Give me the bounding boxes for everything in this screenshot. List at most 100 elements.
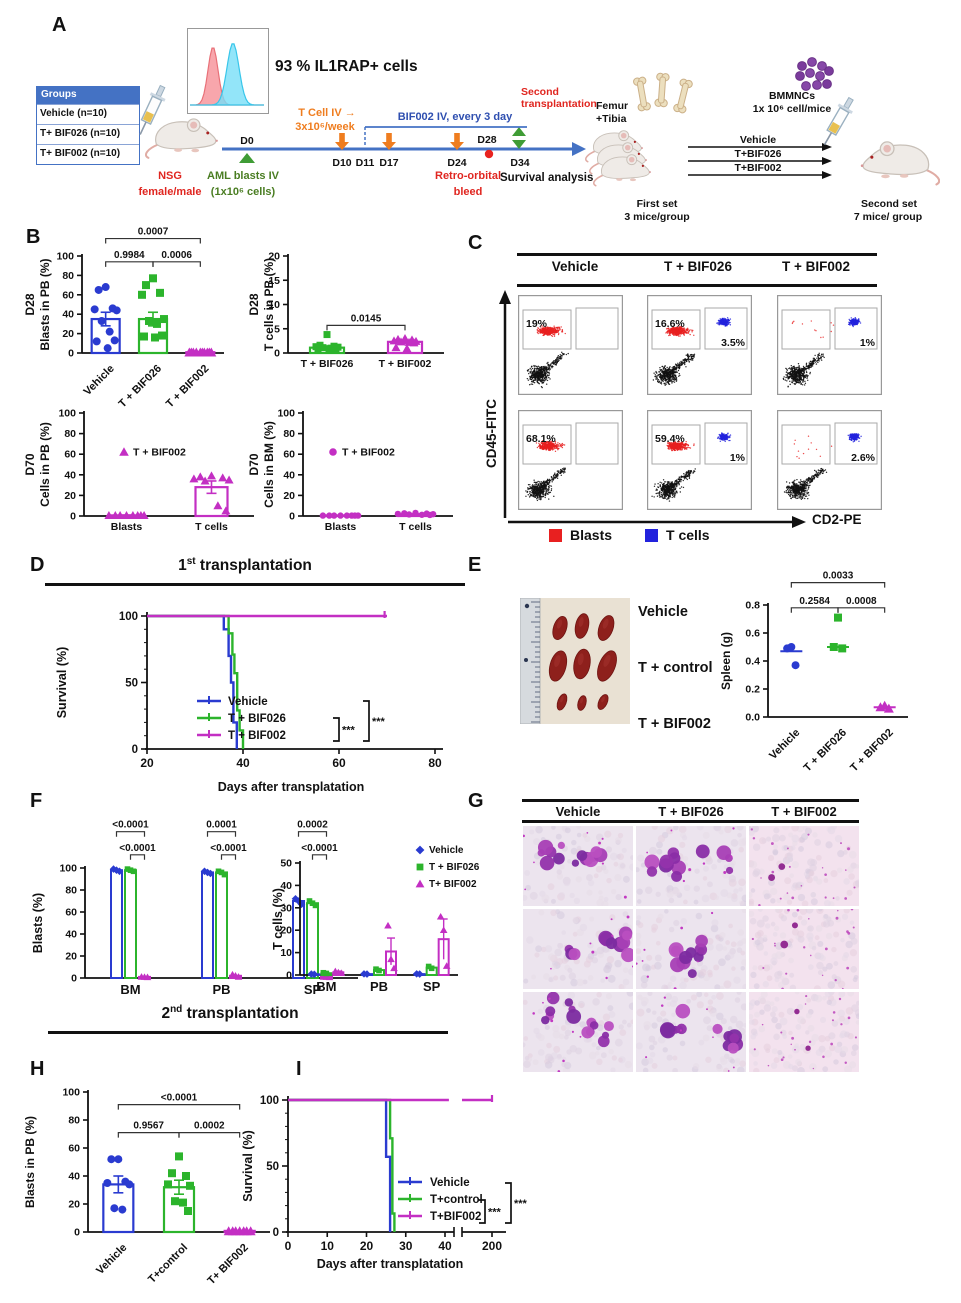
group-row-bif002: T+ BIF002 (n=10) <box>37 144 139 164</box>
svg-text:Blasts: Blasts <box>111 521 143 533</box>
title-2: 2 <box>161 1005 171 1023</box>
chart-spleen-weight: 0.0 0.2 0.4 0.6 0.8 Vehicle T + BIF026 T + BIF0… <box>716 556 959 801</box>
groups-table-header: Groups <box>37 87 139 104</box>
chart-d28-blasts-pb: 0 20 40 60 80 100 Vehicle T + BIF026 T + BIF002 0… <box>24 224 264 436</box>
svg-text:80: 80 <box>62 270 74 282</box>
timeline-diagram: D0 D10 D11 D17 D24 D28 D34 T Cell IV → 3x10⁶/wee… <box>222 107 586 169</box>
panel-label-d: D <box>30 554 45 576</box>
flow-axes <box>499 290 806 528</box>
histology-image <box>523 826 633 906</box>
svg-text:D24: D24 <box>447 157 466 169</box>
transplant-arrows: Vehicle T+BIF026 T+BIF002 <box>688 134 832 179</box>
c-header-vehicle: Vehicle <box>551 259 599 274</box>
svg-text:0.0007: 0.0007 <box>138 227 169 238</box>
histology-image <box>523 992 633 1072</box>
svg-text:5: 5 <box>274 323 280 335</box>
histology-image <box>749 992 859 1072</box>
svg-text:20: 20 <box>283 490 295 502</box>
photo-label-bif002: T + BIF002 <box>638 716 711 732</box>
title-2-sup: nd <box>170 1004 183 1015</box>
bmmncs-dose: 1x 10⁶ cell/mice <box>752 103 832 115</box>
svg-text:Blasts in PB (%): Blasts in PB (%) <box>38 258 52 350</box>
first-set-mice-icon <box>585 130 651 187</box>
svg-text:D28: D28 <box>477 134 496 146</box>
g-header-rule-top <box>522 799 859 802</box>
svg-text:Cells in PB (%): Cells in PB (%) <box>38 422 52 507</box>
svg-text:T + BIF026: T + BIF026 <box>301 358 354 370</box>
svg-text:40: 40 <box>64 469 76 481</box>
panel-label-a: A <box>52 14 67 36</box>
svg-text:60: 60 <box>62 289 74 301</box>
chart-tcells-2nd: 0 10 20 30 40 50 BM PB SP T cells (%) Vehicle T + B… <box>268 833 513 1013</box>
c-header-rule-top <box>517 253 877 256</box>
title-1-sup: st <box>186 556 196 567</box>
femur-label: Femur <box>596 100 629 112</box>
retro-orbital-label: Retro-orbital <box>435 170 501 182</box>
g-header-vehicle: Vehicle <box>555 804 601 819</box>
flow-plot-bif026-top: 16.6% 3.5% <box>647 295 752 395</box>
svg-text:0.0145: 0.0145 <box>351 313 382 324</box>
svg-text:20: 20 <box>268 251 280 263</box>
svg-text:3x10⁶/week: 3x10⁶/week <box>295 121 355 133</box>
flow-plot-vehicle-top: 19% <box>518 295 623 395</box>
flow-plot-bif002-bottom: 2.6% <box>777 410 882 510</box>
panel-label-e: E <box>468 554 482 576</box>
svg-text:T cells: T cells <box>195 521 228 533</box>
chart-survival-1st: 0 50 100 20 40 60 80 Days after transplatation S… <box>52 586 457 801</box>
svg-text:D70: D70 <box>24 453 37 475</box>
group-row-vehicle: Vehicle (n=10) <box>37 104 139 124</box>
svg-text:T cells in PB (%): T cells in PB (%) <box>262 258 276 351</box>
panel-label-b: B <box>26 226 41 248</box>
svg-text:D0: D0 <box>240 135 254 147</box>
chart-survival-2nd: 0 50 100 0 10 20 30 40 200 Days after transplatat… <box>240 1070 660 1303</box>
tcells-legend-label: T cells <box>666 527 710 543</box>
g-header-bif002: T + BIF002 <box>771 804 837 819</box>
histology-image <box>523 909 633 989</box>
svg-text:0.0006: 0.0006 <box>161 250 192 261</box>
f-title-rule <box>48 1031 448 1034</box>
blasts-legend-label: Blasts <box>570 527 613 543</box>
groups-table: Groups Vehicle (n=10) T+ BIF026 (n=10) T… <box>36 86 140 165</box>
nsg-sex-label: female/male <box>138 186 202 198</box>
second-set-mouse-icon <box>860 141 940 186</box>
g-header-bif026: T + BIF026 <box>658 804 724 819</box>
svg-text:T + BIF002: T + BIF002 <box>342 447 395 459</box>
svg-text:BIF002 IV, every 3 day: BIF002 IV, every 3 day <box>398 111 513 123</box>
svg-text:60: 60 <box>64 449 76 461</box>
svg-text:0: 0 <box>274 348 280 360</box>
d-title-rule <box>45 583 465 586</box>
chart-blasts-2nd: 0 20 40 60 80 100 BM PB SP <0.0001 <0.0001 0.0001 <0… <box>28 810 368 1052</box>
svg-text:D17: D17 <box>379 157 398 169</box>
svg-text:T cells: T cells <box>399 521 432 533</box>
svg-text:100: 100 <box>58 408 76 420</box>
panel-label-g: G <box>468 790 484 812</box>
group-row-bif026: T+ BIF026 (n=10) <box>37 124 139 144</box>
chart-blasts-pb-2nd: 0 20 40 60 80 100 Vehicle T+control T+ BIF002 0.9… <box>22 1070 272 1303</box>
aml-dose-label: (1x10⁶ cells) <box>210 186 276 198</box>
spleen-photo <box>520 598 630 724</box>
svg-text:20: 20 <box>64 490 76 502</box>
svg-text:T+BIF002: T+BIF002 <box>735 162 782 174</box>
flow-plot-bif026-bottom: 59.4%1% <box>647 410 752 510</box>
bmmncs-label: BMMNCs <box>768 90 816 102</box>
title-1: 1 <box>178 557 187 575</box>
tcells-swatch <box>645 529 658 542</box>
survival-analysis-label: Survival analysis <box>500 172 594 184</box>
svg-text:40: 40 <box>62 309 74 321</box>
histology-image <box>636 992 746 1072</box>
second-tx-label: Second transplantation <box>521 86 597 110</box>
nsg-label: NSG <box>158 170 182 182</box>
panel-label-c: C <box>468 232 483 254</box>
svg-text:D28: D28 <box>248 293 261 315</box>
aml-blasts-label: AML blasts IV <box>207 170 279 182</box>
flow-histogram-icon <box>187 28 269 114</box>
histology-image <box>636 909 746 989</box>
tibia-label: +Tibia <box>596 113 627 125</box>
chart-d28-tcells-pb: 0 5 10 15 20 T + BIF026 T + BIF002 0.0145 D28 T c… <box>248 224 460 436</box>
first-set-label: First set <box>636 198 678 210</box>
svg-text:100: 100 <box>277 408 295 420</box>
panel-label-h: H <box>30 1058 45 1080</box>
svg-text:15: 15 <box>268 275 280 287</box>
svg-text:80: 80 <box>283 428 295 440</box>
